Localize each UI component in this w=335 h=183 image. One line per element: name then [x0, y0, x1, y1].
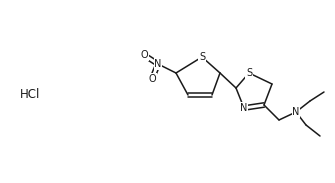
Text: S: S [199, 52, 205, 62]
Text: HCl: HCl [20, 89, 40, 102]
Text: N: N [240, 103, 248, 113]
Text: N: N [292, 107, 300, 117]
Text: N: N [154, 59, 162, 69]
Text: S: S [246, 68, 252, 78]
Text: O: O [140, 50, 148, 60]
Text: O: O [148, 74, 156, 84]
